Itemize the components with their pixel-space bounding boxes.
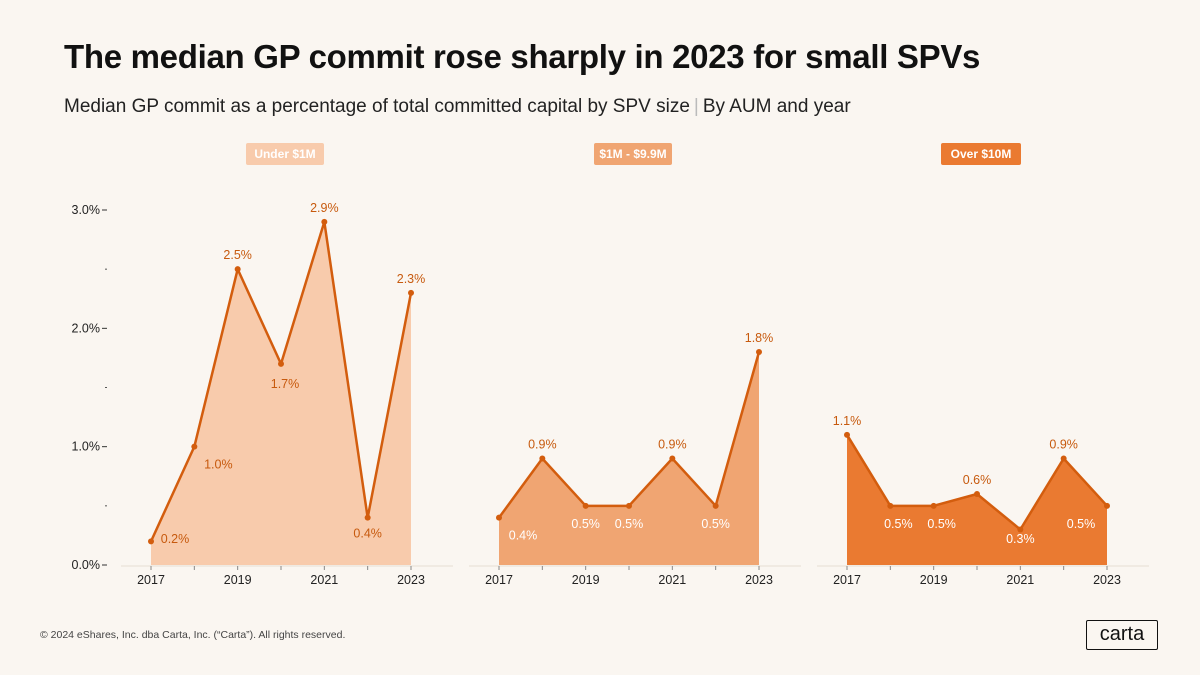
x-tick-label: 2021 — [1006, 573, 1034, 587]
data-label: 2.9% — [310, 201, 339, 215]
data-label: 1.0% — [204, 458, 233, 472]
data-point — [756, 349, 762, 355]
chart-title: The median GP commit rose sharply in 202… — [64, 38, 981, 75]
subtitle-main: Median GP commit as a percentage of tota… — [64, 96, 690, 117]
x-tick-label: 2019 — [572, 573, 600, 587]
data-label: 0.4% — [509, 529, 538, 543]
data-point — [1060, 455, 1067, 462]
y-tick-label: 2.0% — [72, 321, 101, 335]
x-tick-label: 2023 — [745, 573, 773, 587]
data-label: 0.5% — [571, 517, 600, 531]
data-label: 1.1% — [833, 414, 862, 428]
y-tick-label: 0.0% — [72, 558, 101, 572]
data-label: 0.5% — [615, 517, 644, 531]
data-label: 0.9% — [1049, 438, 1078, 452]
x-tick-label: 2017 — [833, 573, 861, 587]
panel-label-pill — [594, 143, 672, 165]
data-point — [626, 502, 632, 509]
data-label: 0.6% — [963, 473, 992, 487]
panel-label: Under $1M — [254, 147, 315, 161]
x-tick-label: 2023 — [397, 573, 425, 587]
carta-logo: carta — [1086, 620, 1158, 650]
data-point — [930, 502, 937, 509]
data-label: 2.5% — [223, 248, 252, 262]
data-label: 0.5% — [884, 517, 913, 531]
data-label: 0.2% — [161, 532, 190, 546]
data-point — [887, 502, 894, 509]
data-label: 0.3% — [1006, 532, 1035, 546]
data-point — [408, 289, 414, 296]
data-point — [712, 502, 719, 509]
x-tick-label: 2017 — [485, 573, 513, 587]
x-tick-label: 2017 — [137, 573, 165, 587]
panel-label: Over $10M — [951, 147, 1012, 161]
data-point — [148, 538, 154, 545]
data-label: 2.3% — [397, 272, 426, 286]
y-tick-label: 1.0% — [72, 440, 101, 454]
subtitle-separator: | — [693, 96, 699, 117]
data-label: 0.5% — [927, 517, 956, 531]
area-fill-2 — [499, 352, 759, 565]
data-point — [844, 431, 850, 438]
data-label: 0.5% — [1067, 517, 1096, 531]
area-fill-1 — [151, 221, 411, 566]
data-point — [669, 455, 676, 462]
x-tick-label: 2019 — [920, 573, 948, 587]
panel-label-pill — [941, 143, 1021, 165]
panel-label-pill — [246, 143, 324, 165]
panel-label: $1M - $9.9M — [599, 147, 666, 161]
data-point — [539, 455, 546, 462]
data-point — [234, 266, 241, 273]
data-label: 0.9% — [528, 438, 557, 452]
y-tick-label: 3.0% — [72, 203, 101, 217]
data-point — [278, 360, 284, 367]
data-point — [582, 502, 589, 509]
data-label: 1.8% — [745, 331, 774, 345]
x-tick-label: 2021 — [658, 573, 686, 587]
data-point — [321, 218, 328, 225]
chart-subtitle: Median GP commit as a percentage of tota… — [64, 96, 851, 118]
area-fill-3 — [847, 434, 1107, 565]
x-tick-label: 2021 — [310, 573, 338, 587]
x-tick-label: 2023 — [1093, 573, 1121, 587]
data-point — [1017, 526, 1024, 533]
data-label: 0.9% — [658, 438, 687, 452]
data-point — [974, 491, 980, 497]
copyright-footer: © 2024 eShares, Inc. dba Carta, Inc. (“C… — [40, 629, 346, 641]
data-label: 0.4% — [353, 527, 382, 541]
data-point — [1104, 502, 1110, 509]
data-label: 1.7% — [271, 377, 300, 391]
data-point — [191, 443, 198, 450]
data-point — [364, 514, 371, 521]
x-tick-label: 2019 — [224, 573, 252, 587]
subtitle-tail: By AUM and year — [702, 96, 851, 117]
data-point — [496, 514, 502, 521]
data-label: 0.5% — [701, 517, 730, 531]
